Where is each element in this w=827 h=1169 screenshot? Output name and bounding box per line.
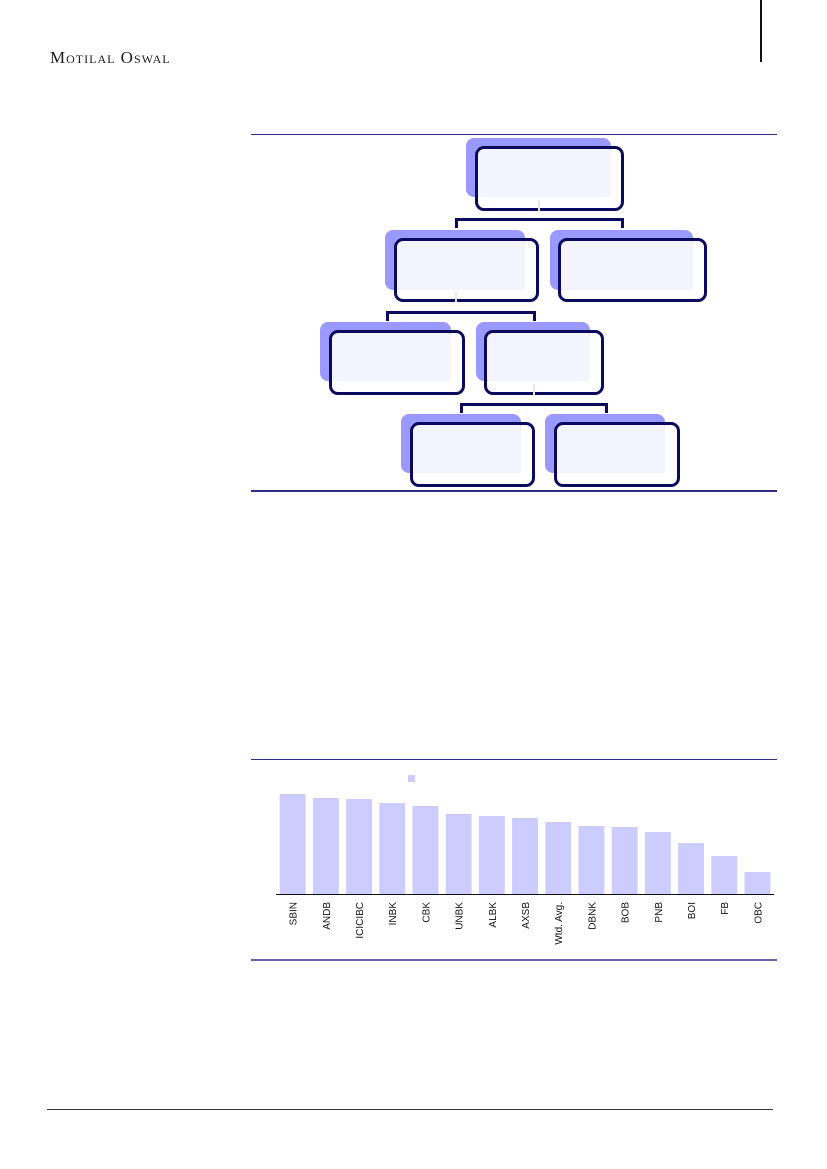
bank-bar-chart: SBIN ANDB ICICIBC INBK CBK UNBK ALBK AXSB Wtd. A… (251, 759, 777, 961)
org-node-fill (555, 424, 665, 473)
x-tick-label: ICICIBC (355, 902, 366, 939)
x-tick-label: AXSB (521, 902, 532, 929)
org-node-level3-right (484, 330, 604, 395)
x-tick-label: ALBK (488, 902, 499, 928)
org-connector-right-drop (533, 311, 536, 321)
bar-cbk (412, 806, 439, 894)
org-node-level4-right (554, 422, 680, 487)
bar-icicibc (346, 799, 372, 894)
org-node-fill (560, 240, 693, 290)
exhibit-bottom-rule (251, 490, 777, 492)
org-node-fill (411, 424, 521, 473)
bar-dbnk (578, 826, 605, 894)
x-tick-label: CBK (421, 902, 432, 923)
org-connector-level3 (460, 403, 608, 406)
bar-obc (744, 872, 771, 894)
org-node-fill (476, 148, 611, 197)
x-tick-label: SBIN (289, 902, 300, 925)
org-node-fill (395, 240, 525, 290)
legend-swatch (408, 775, 415, 782)
bar-unbk (445, 814, 472, 894)
org-node-root (475, 146, 624, 211)
org-connector-right-drop (621, 218, 624, 228)
org-connector-faint (533, 384, 535, 395)
header-divider (760, 0, 762, 62)
x-tick-label: OBC (753, 902, 764, 924)
x-tick-label: INBK (388, 902, 399, 926)
x-tick-label: PNB (654, 902, 665, 923)
x-tick-label: UNBK (455, 902, 466, 930)
x-tick-label: Wtd. Avg. (554, 902, 565, 945)
org-connector-level2 (386, 311, 536, 314)
x-tick-label: BOI (687, 902, 698, 919)
org-connector-level1 (455, 218, 623, 221)
org-node-level3-left (329, 330, 465, 395)
org-node-level2-left (394, 238, 539, 302)
bar-fb (711, 856, 738, 894)
org-node-fill (330, 332, 451, 381)
exhibit-top-rule (251, 134, 777, 135)
motilal-oswal-logo: Motilal Oswal (50, 48, 171, 67)
bar-albk (478, 816, 505, 894)
org-node-level2-right (558, 238, 707, 302)
org-connector-right-drop (605, 403, 608, 413)
org-node-level4-left (410, 422, 535, 487)
bar-andb (312, 798, 339, 894)
bar-axsb (512, 818, 538, 894)
org-connector-faint (538, 201, 540, 211)
org-connector-left-drop (386, 311, 389, 321)
bar-inbk (379, 803, 406, 894)
footer-rule (47, 1109, 773, 1110)
org-connector-left-drop (460, 403, 463, 413)
bar-sbin (279, 794, 306, 894)
bar-boi (678, 843, 704, 894)
x-tick-label: BOB (621, 902, 632, 923)
org-connector-faint (455, 292, 457, 302)
org-node-fill (486, 332, 590, 381)
org-connector-left-drop (455, 218, 458, 228)
bar-chart-svg: SBIN ANDB ICICIBC INBK CBK UNBK ALBK AXSB Wtd. A… (251, 759, 777, 961)
bar-bob (611, 827, 638, 894)
bar-wtd-avg- (545, 822, 572, 894)
x-tick-label: FB (720, 902, 731, 915)
bar-pnb (644, 832, 671, 894)
x-tick-label: DBNK (587, 902, 598, 930)
x-tick-label: ANDB (322, 902, 333, 930)
